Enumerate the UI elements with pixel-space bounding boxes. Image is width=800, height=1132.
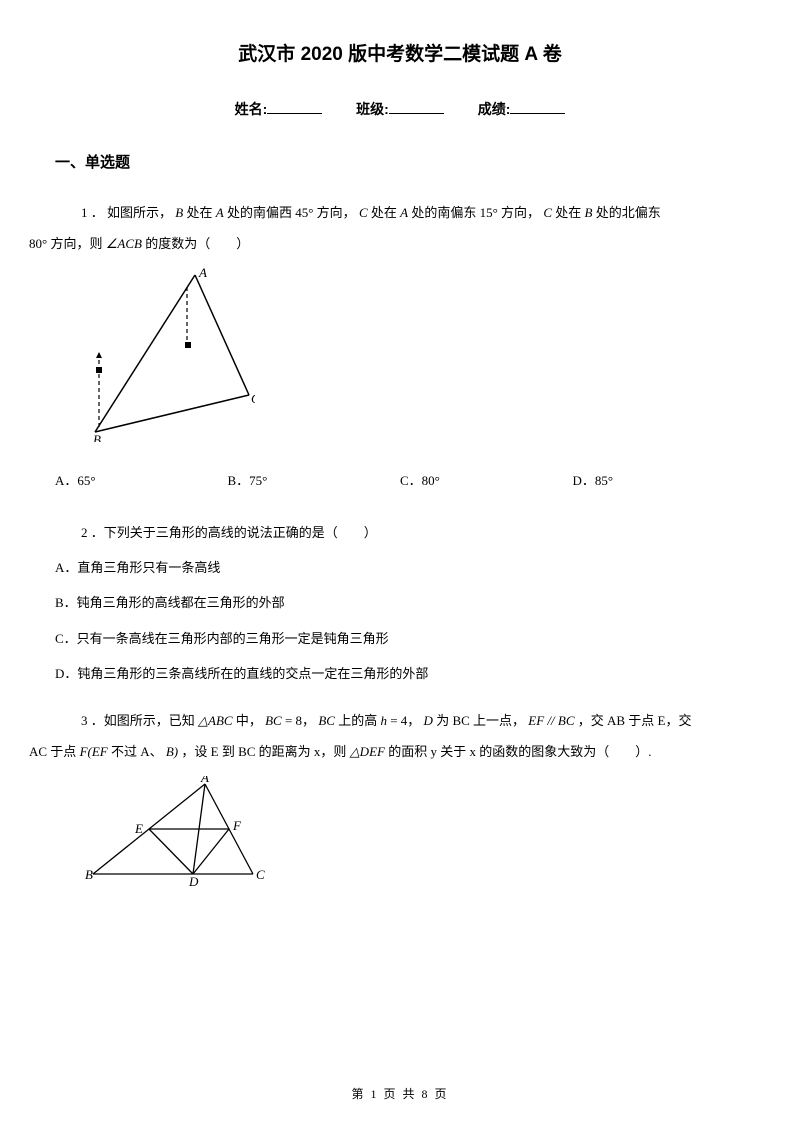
triangle-direction-diagram: A B C [85,267,255,442]
q1-figure: A B C [85,267,745,453]
q1-A1: A [216,205,224,220]
q3-eq4: = 4， [390,713,420,728]
q1-d15: 15° [480,205,498,220]
q1-t1: 如图所示， [107,205,172,220]
q3-t1: 中， [236,713,262,728]
q3-t4: ，交 AB 于点 E，交 [578,713,692,728]
q3-B: B) [166,744,178,759]
q2-option-c: C．只有一条高线在三角形内部的三角形一定是钝角三角形 [55,627,745,650]
page-footer: 第 1 页 共 8 页 [0,1085,800,1104]
q1-t10: 方向，则 [50,236,102,251]
question-1: 1 ． 如图所示， B 处在 A 处的南偏西 45° 方向， C 处在 A 处的… [55,197,745,497]
q1-t4: 方向， [317,205,356,220]
svg-text:C: C [256,867,265,882]
footer-n1: 1 [370,1087,378,1101]
q2-option-a: A．直角三角形只有一条高线 [55,556,745,579]
q1-B2: B [585,205,593,220]
q1-angle: ∠ACB [106,236,142,251]
q3-t5: AC 于点 [29,744,76,759]
q2-option-b: B．钝角三角形的高线都在三角形的外部 [55,591,745,614]
svg-text:E: E [134,821,143,836]
svg-text:B: B [85,867,93,882]
q1-A2: A [400,205,408,220]
q3-ef: EF // BC [528,713,574,728]
q1-t5: 处在 [371,205,397,220]
q2-text: 2 ．下列关于三角形的高线的说法正确的是（ ） [55,517,745,548]
q1-d45: 45° [295,205,313,220]
q3-h: h [380,713,387,728]
score-blank[interactable] [510,100,565,114]
q2-option-d: D．钝角三角形的三条高线所在的直线的交点一定在三角形的外部 [55,662,745,685]
q3-D: D [424,713,433,728]
q3-eq8: = 8， [285,713,315,728]
q3-t6: 不过 A、 [111,744,163,759]
q3-bc: BC [265,713,282,728]
q1-t11: 的度数为（ ） [145,236,249,251]
svg-text:B: B [93,432,101,442]
q3-num: 3 ．如图所示，已知 [81,713,195,728]
q1-option-d: D．85° [573,465,746,496]
svg-text:A: A [198,267,207,280]
q1-t9: 处的北偏东 [596,205,661,220]
svg-text:A: A [200,776,209,785]
q1-options: A．65° B．75° C．80° D．85° [55,465,745,496]
score-label: 成绩: [478,101,511,117]
q1-t6: 处的南偏东 [411,205,476,220]
q1-B: B [175,205,183,220]
q1-option-a: A．65° [55,465,228,496]
q1-text: 1 ． 如图所示， B 处在 A 处的南偏西 45° 方向， C 处在 A 处的… [55,197,745,259]
q3-fef: F(EF [80,744,108,759]
footer-p3: 页 [435,1087,449,1101]
name-label: 姓名: [235,101,268,117]
question-3: 3 ．如图所示，已知 △ABC 中， BC = 8， BC 上的高 h = 4，… [55,705,745,897]
q1-t3: 处的南偏西 [227,205,292,220]
q1-d80: 80° [29,236,47,251]
q3-text: 3 ．如图所示，已知 △ABC 中， BC = 8， BC 上的高 h = 4，… [55,705,745,767]
q1-num: 1 ． [81,205,104,220]
triangle-ef-diagram: A B C D E F [85,776,275,886]
svg-text:D: D [188,874,199,886]
footer-p2: 页 共 [383,1087,421,1101]
svg-text:C: C [251,391,255,406]
svg-text:F: F [232,818,242,833]
q1-t2: 处在 [186,205,212,220]
footer-n2: 8 [422,1087,430,1101]
q1-option-c: C．80° [400,465,573,496]
q1-option-b: B．75° [228,465,401,496]
q3-t2: 上的高 [338,713,377,728]
q3-t8: 的面积 y 关于 x 的函数的图象大致为（ ）. [388,744,651,759]
student-info-row: 姓名: 班级: 成绩: [55,98,745,120]
q1-t7: 方向， [501,205,540,220]
section-1-title: 一、单选题 [55,151,745,175]
class-label: 班级: [356,101,389,117]
q3-tri1: △ABC [198,713,233,728]
q3-bc2: BC [318,713,335,728]
q3-t7: ，设 E 到 BC 的距离为 x，则 [181,744,346,759]
q3-figure: A B C D E F [85,776,745,897]
name-blank[interactable] [267,100,322,114]
q3-t3: 为 BC 上一点， [436,713,525,728]
q2-options: A．直角三角形只有一条高线 B．钝角三角形的高线都在三角形的外部 C．只有一条高… [55,556,745,686]
q1-C2: C [543,205,552,220]
q1-C1: C [359,205,368,220]
question-2: 2 ．下列关于三角形的高线的说法正确的是（ ） A．直角三角形只有一条高线 B．… [55,517,745,686]
exam-title: 武汉市 2020 版中考数学二模试题 A 卷 [55,40,745,70]
q3-tri2: △DEF [350,744,385,759]
class-blank[interactable] [389,100,444,114]
footer-p1: 第 [351,1087,370,1101]
q1-t8: 处在 [555,205,581,220]
